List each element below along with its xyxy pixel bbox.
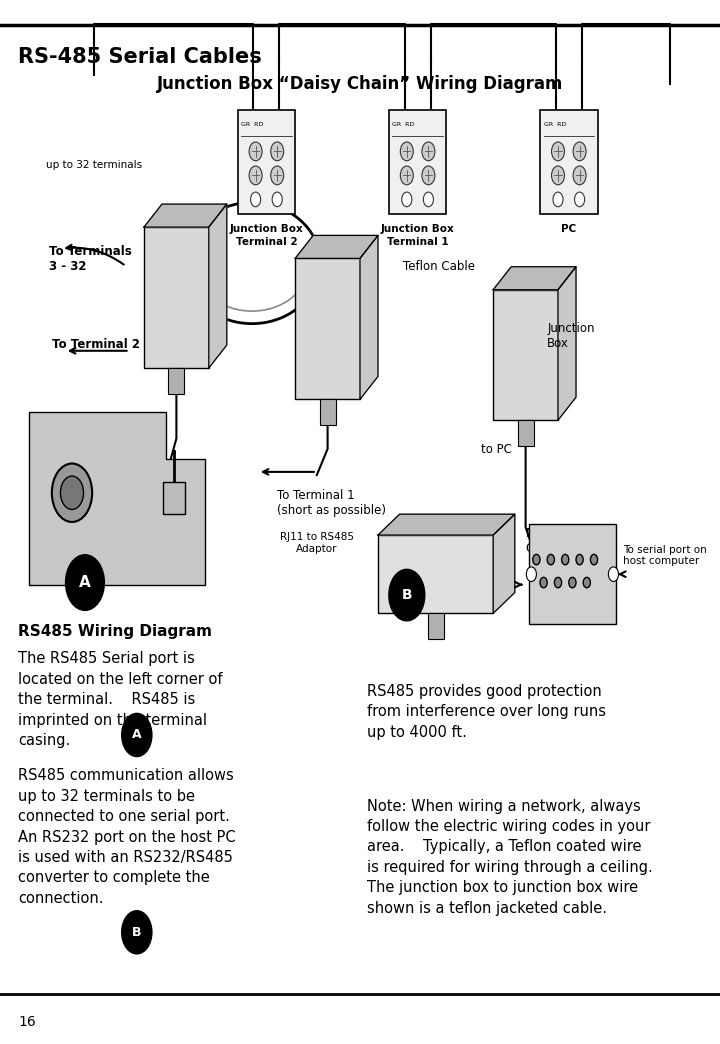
- Circle shape: [590, 554, 598, 565]
- Bar: [540, 110, 598, 214]
- Circle shape: [390, 570, 424, 620]
- Text: Junction Box: Junction Box: [230, 224, 303, 235]
- Text: To Terminal 1
(short as possible): To Terminal 1 (short as possible): [277, 489, 386, 517]
- Polygon shape: [295, 235, 378, 259]
- Text: Junction Box “Daisy Chain” Wiring Diagram: Junction Box “Daisy Chain” Wiring Diagra…: [157, 75, 563, 93]
- Text: RS485 communication allows
up to 32 terminals to be
connected to one serial port: RS485 communication allows up to 32 term…: [18, 768, 235, 906]
- Polygon shape: [29, 412, 205, 585]
- Circle shape: [422, 166, 435, 185]
- Text: PC: PC: [561, 224, 577, 235]
- Text: Modular
Cable: Modular Cable: [526, 527, 573, 554]
- Circle shape: [573, 142, 586, 161]
- Circle shape: [553, 192, 563, 207]
- Polygon shape: [209, 205, 227, 369]
- Text: GR  RD: GR RD: [392, 122, 415, 127]
- Circle shape: [554, 577, 562, 588]
- Circle shape: [526, 567, 536, 582]
- Text: Note: When wiring a network, always
follow the electric wiring codes in your
are: Note: When wiring a network, always foll…: [367, 799, 653, 916]
- Bar: [144, 228, 209, 369]
- Circle shape: [122, 714, 151, 756]
- Text: B: B: [402, 588, 412, 602]
- Text: A: A: [132, 729, 142, 741]
- Bar: [428, 613, 444, 639]
- Circle shape: [249, 142, 262, 161]
- Circle shape: [573, 166, 586, 185]
- Circle shape: [271, 142, 284, 161]
- Bar: [389, 110, 446, 214]
- Circle shape: [122, 911, 151, 953]
- Polygon shape: [144, 205, 227, 228]
- Polygon shape: [529, 524, 616, 624]
- Circle shape: [569, 577, 576, 588]
- Polygon shape: [360, 235, 378, 399]
- Text: GR  RD: GR RD: [241, 122, 264, 127]
- Circle shape: [422, 142, 435, 161]
- Circle shape: [608, 567, 618, 582]
- Circle shape: [251, 192, 261, 207]
- Text: to PC: to PC: [481, 444, 512, 456]
- Text: Junction
Box: Junction Box: [547, 323, 595, 350]
- Polygon shape: [493, 515, 515, 613]
- Circle shape: [402, 192, 412, 207]
- Circle shape: [547, 554, 554, 565]
- Circle shape: [272, 192, 282, 207]
- Circle shape: [60, 476, 84, 509]
- Circle shape: [562, 554, 569, 565]
- Text: Junction Box: Junction Box: [381, 224, 454, 235]
- Polygon shape: [493, 266, 576, 289]
- Text: GR  RD: GR RD: [544, 122, 566, 127]
- Circle shape: [575, 192, 585, 207]
- Circle shape: [52, 464, 92, 522]
- Text: A: A: [79, 575, 91, 590]
- Circle shape: [400, 166, 413, 185]
- Circle shape: [576, 554, 583, 565]
- Circle shape: [400, 142, 413, 161]
- Bar: [518, 420, 534, 447]
- Bar: [238, 110, 295, 214]
- Bar: [163, 482, 185, 514]
- Bar: [378, 535, 493, 613]
- Text: 16: 16: [18, 1015, 36, 1028]
- Circle shape: [423, 192, 433, 207]
- Text: RS485 Wiring Diagram: RS485 Wiring Diagram: [18, 624, 212, 639]
- Text: B: B: [132, 926, 142, 939]
- Bar: [493, 289, 558, 420]
- Text: RS485 provides good protection
from interference over long runs
up to 4000 ft.: RS485 provides good protection from inte…: [367, 684, 606, 739]
- Circle shape: [533, 554, 540, 565]
- Circle shape: [552, 142, 564, 161]
- Text: up to 32 terminals: up to 32 terminals: [45, 160, 142, 170]
- Text: To Terminal 2: To Terminal 2: [52, 338, 140, 351]
- Text: To serial port on
host computer: To serial port on host computer: [623, 545, 706, 566]
- Bar: [295, 258, 360, 399]
- Text: RJ11 to RS485
Adaptor: RJ11 to RS485 Adaptor: [280, 532, 354, 553]
- Text: Terminal 2: Terminal 2: [235, 237, 297, 247]
- Bar: [168, 369, 184, 395]
- Text: To Terminals
3 - 32: To Terminals 3 - 32: [49, 245, 132, 272]
- Bar: [320, 399, 336, 426]
- Polygon shape: [378, 515, 515, 535]
- Text: The RS485 Serial port is
located on the left corner of
the terminal.    RS485 is: The RS485 Serial port is located on the …: [18, 651, 222, 749]
- Text: Terminal 1: Terminal 1: [387, 237, 449, 247]
- Circle shape: [249, 166, 262, 185]
- Circle shape: [583, 577, 590, 588]
- Circle shape: [271, 166, 284, 185]
- Polygon shape: [558, 266, 576, 420]
- Circle shape: [540, 577, 547, 588]
- Circle shape: [552, 166, 564, 185]
- Circle shape: [66, 555, 104, 610]
- Text: RS-485 Serial Cables: RS-485 Serial Cables: [18, 47, 262, 67]
- Text: Teflon Cable: Teflon Cable: [403, 260, 475, 272]
